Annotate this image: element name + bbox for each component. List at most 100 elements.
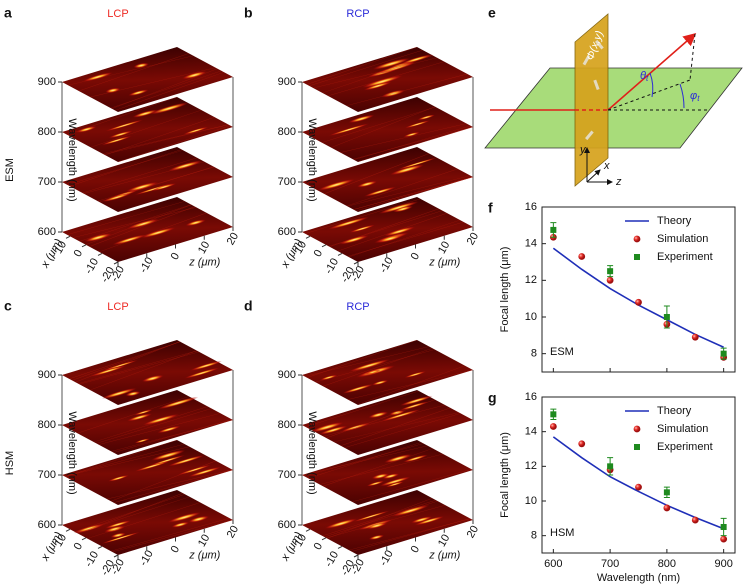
tick-label: 10 (196, 532, 213, 549)
axis-title: Wavelength (nm) (306, 411, 318, 494)
streak (67, 55, 194, 86)
tick-label: 20 (465, 231, 482, 248)
hot-spot (112, 234, 147, 245)
y-tick-label: 10 (525, 311, 537, 323)
streak (346, 73, 468, 106)
tick-label: -10 (83, 256, 101, 276)
streak (322, 348, 433, 387)
streak (106, 469, 233, 500)
tick-label: 10 (196, 239, 213, 256)
streak (304, 198, 421, 234)
streak (117, 125, 231, 163)
annotation: ESM (550, 346, 574, 358)
tick-label: 900 (278, 369, 296, 381)
streak (66, 201, 186, 235)
field-map (62, 340, 233, 405)
legend-label: Simulation (657, 423, 708, 435)
axis-title: z (μm) (428, 550, 460, 562)
theta-label: θt (640, 70, 649, 83)
hot-spot (320, 374, 338, 381)
legend-swatch (633, 425, 641, 433)
field-map (302, 97, 474, 162)
streak (346, 168, 459, 207)
streak (75, 341, 181, 383)
field-map (302, 147, 474, 212)
panel-title: RCP (346, 301, 369, 313)
axis-title: Wavelength (nm) (306, 118, 318, 201)
streak (344, 413, 461, 448)
hot-spot (84, 233, 112, 242)
legend-label: Theory (657, 405, 692, 417)
tick-label: -10 (137, 255, 155, 275)
legend-label: Simulation (657, 233, 708, 245)
axis-label: x (603, 160, 610, 172)
streak (302, 445, 428, 476)
experiment-point (550, 226, 557, 233)
hot-spot (403, 131, 420, 138)
hot-spot (371, 473, 390, 480)
metasurface-plate (574, 13, 609, 187)
streak (104, 117, 215, 156)
legend-swatch (634, 254, 640, 260)
tick-label: 700 (278, 469, 296, 481)
phi-label: φt (690, 90, 700, 103)
field-map (62, 47, 233, 112)
streak (323, 153, 430, 194)
hot-spot (417, 114, 436, 121)
legend-label: Experiment (657, 251, 713, 263)
tick-label: 800 (38, 126, 56, 138)
hot-spot (377, 234, 403, 243)
field-map (302, 440, 473, 505)
hot-spot (339, 235, 369, 245)
tick-mark (65, 235, 71, 239)
simulation-point (691, 516, 699, 524)
tick-label: 20 (225, 524, 242, 541)
streak (348, 219, 461, 258)
hot-spot (404, 120, 431, 129)
hot-spot (399, 401, 429, 411)
axis-title: z (μm) (188, 257, 220, 269)
streak (113, 469, 234, 503)
streak (308, 49, 423, 86)
streak (333, 412, 460, 443)
tick-label: 10 (53, 532, 70, 549)
hot-spot (141, 374, 164, 382)
tick-mark (337, 252, 343, 256)
hot-spot (403, 454, 428, 463)
streak (351, 518, 471, 552)
field-map (62, 147, 233, 212)
streak (337, 213, 448, 252)
hot-spot (399, 395, 433, 406)
experiment-point (663, 314, 670, 320)
hot-spot (327, 216, 370, 230)
hot-spot (167, 160, 203, 172)
tick-mark (321, 537, 327, 541)
streak (66, 96, 178, 135)
field-plane (302, 147, 473, 212)
tick-label: -10 (377, 548, 395, 568)
panel-label: c (4, 298, 12, 314)
hot-spot (328, 123, 370, 136)
experiment-point (607, 268, 614, 275)
hot-spot (385, 481, 405, 488)
simulation-point (578, 253, 586, 260)
streak (303, 443, 424, 477)
hot-spot (128, 89, 149, 96)
hot-spot (378, 201, 419, 214)
plot-frame (541, 396, 736, 554)
tick-label: 600 (38, 226, 56, 238)
streak (324, 500, 438, 538)
hot-spot (76, 126, 97, 133)
streak (98, 413, 221, 445)
streak (99, 166, 214, 203)
panel-title: RCP (346, 8, 369, 20)
hot-spot (348, 359, 390, 372)
streak (313, 57, 438, 89)
streak (347, 175, 471, 207)
tick-label: 600 (278, 226, 296, 238)
hot-spot (182, 71, 207, 80)
legend-label: Experiment (657, 441, 713, 453)
streak (325, 505, 446, 539)
plot-frame (541, 206, 736, 373)
